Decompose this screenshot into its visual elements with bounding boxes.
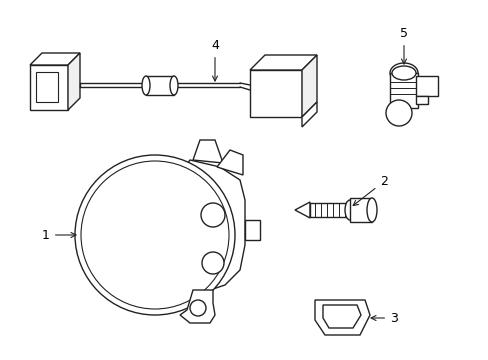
Bar [146,76,174,95]
Text: 4: 4 [211,39,219,81]
Polygon shape [302,55,316,117]
Polygon shape [249,70,302,117]
Ellipse shape [385,100,411,126]
Polygon shape [249,55,316,70]
Text: 1: 1 [42,229,76,242]
Ellipse shape [170,76,178,95]
Text: 5: 5 [399,27,407,64]
Circle shape [81,161,228,309]
Ellipse shape [389,63,417,83]
Bar [415,96,427,104]
Circle shape [202,252,224,274]
Ellipse shape [345,200,354,220]
Ellipse shape [142,76,150,95]
Bar [309,203,349,217]
Polygon shape [30,53,80,65]
Text: 3: 3 [370,311,397,324]
Polygon shape [314,300,369,335]
Bar [349,198,371,222]
Polygon shape [175,160,244,290]
Ellipse shape [366,198,376,222]
Bar [415,76,437,96]
Bar [36,72,58,102]
Bar [389,73,417,108]
Bar [30,65,68,110]
Text: 2: 2 [352,175,387,206]
Polygon shape [294,202,309,218]
Polygon shape [217,150,243,175]
Polygon shape [302,102,316,127]
Polygon shape [193,140,223,163]
Polygon shape [244,220,260,240]
Circle shape [201,203,224,227]
Circle shape [190,300,205,316]
Polygon shape [323,305,360,328]
Polygon shape [180,290,215,323]
Polygon shape [68,53,80,110]
Ellipse shape [391,66,415,80]
Circle shape [75,155,235,315]
